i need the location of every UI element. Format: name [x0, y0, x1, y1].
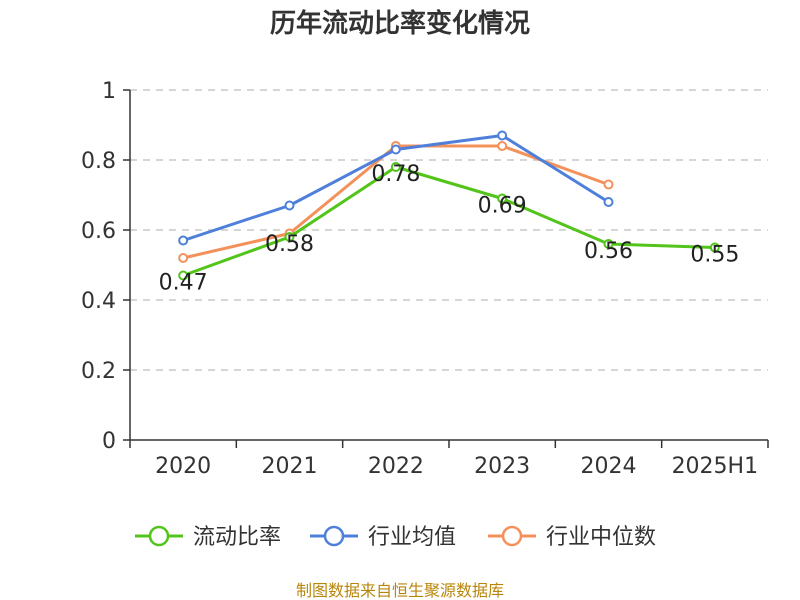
data-point — [497, 193, 508, 204]
data-point — [603, 239, 614, 249]
y-tick-label: 1 — [102, 79, 116, 104]
legend: 流动比率 行业均值 行业中位数 — [135, 525, 656, 550]
series-1 — [178, 162, 720, 281]
y-tick-label: 0 — [102, 429, 116, 454]
legend-item-2: 行业均值 — [310, 525, 456, 550]
data-point — [603, 179, 614, 190]
data-point — [284, 200, 295, 211]
data-point — [178, 235, 189, 246]
legend-label: 流动比率 — [193, 525, 281, 550]
x-tick-label: 2025H1 — [672, 454, 759, 479]
data-point — [390, 162, 401, 172]
data-point — [390, 144, 401, 155]
data-label: 0.78 — [371, 162, 420, 187]
data-labels: 0.47 0.58 0.78 0.69 0.56 0.55 — [159, 162, 740, 296]
data-label: 0.56 — [584, 239, 633, 264]
data-label: 0.69 — [478, 194, 527, 219]
axes: 0 0.2 0.4 0.6 0.8 1 2020 2021 2022 2023 2024 2025H1 — [81, 79, 769, 479]
data-label: 0.55 — [690, 243, 739, 268]
data-label: 0.47 — [159, 271, 208, 296]
data-point — [178, 253, 189, 263]
y-tick-label: 0.6 — [81, 219, 116, 244]
x-tick-label: 2020 — [155, 454, 211, 479]
data-point — [284, 232, 295, 242]
source-note: 制图数据来自恒生聚源数据库 — [296, 581, 504, 600]
legend-item-3: 行业中位数 — [488, 525, 656, 550]
series-lines — [178, 130, 720, 281]
series-line — [182, 165, 715, 277]
legend-swatch-marker — [148, 525, 170, 547]
data-point — [497, 130, 508, 141]
legend-label: 行业中位数 — [546, 525, 656, 550]
data-label: 0.58 — [265, 232, 314, 257]
data-point — [603, 197, 614, 207]
data-point — [709, 242, 720, 253]
legend-item-1: 流动比率 — [135, 525, 281, 550]
x-tick-label: 2022 — [368, 454, 424, 479]
legend-swatch-marker — [501, 525, 523, 547]
y-tick-label: 0.8 — [81, 149, 116, 174]
legend-swatch-marker — [323, 525, 345, 547]
chart-title: 历年流动比率变化情况 — [270, 8, 530, 39]
y-tick-label: 0.2 — [81, 359, 116, 384]
legend-label: 行业均值 — [368, 525, 456, 550]
series-2 — [178, 130, 614, 246]
y-tick-label: 0.4 — [81, 289, 116, 314]
x-tick-label: 2021 — [262, 454, 318, 479]
x-tick-label: 2023 — [474, 454, 530, 479]
data-point — [178, 270, 189, 281]
data-point — [497, 141, 508, 151]
gridlines — [130, 89, 768, 371]
x-tick-label: 2024 — [581, 454, 637, 479]
